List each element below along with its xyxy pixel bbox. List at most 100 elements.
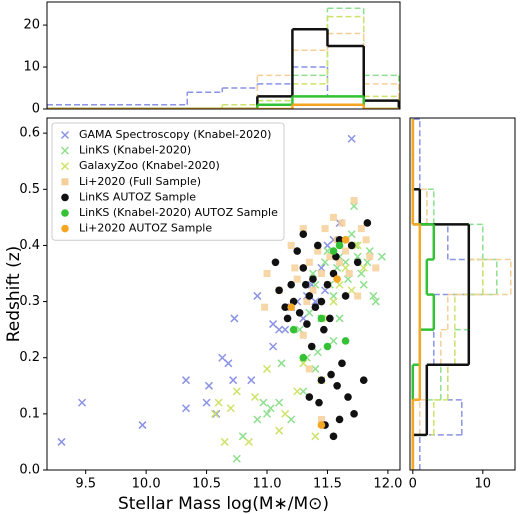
point: [354, 292, 362, 300]
point: [287, 241, 295, 249]
point: [335, 241, 344, 250]
legend-box: [51, 122, 285, 241]
point: [307, 342, 316, 351]
point: [329, 297, 338, 306]
x-axis-label: Stellar Mass log(M∗/M⊙): [118, 494, 329, 514]
point: [57, 437, 66, 446]
point: [314, 247, 322, 255]
point: [323, 280, 332, 289]
point: [181, 376, 191, 385]
point: [303, 298, 311, 306]
y-tick-label: 0.6: [19, 126, 40, 141]
point: [335, 236, 344, 244]
point: [211, 409, 220, 418]
point: [309, 275, 317, 283]
point: [329, 247, 338, 255]
legend-label: GAMA Spectroscopy (Knabel-2020): [79, 128, 271, 141]
point: [359, 263, 368, 272]
point: [333, 381, 341, 390]
point: [350, 197, 358, 205]
point: [262, 409, 272, 418]
point: [291, 264, 299, 272]
point: [305, 308, 314, 317]
point: [341, 236, 350, 244]
point: [230, 314, 239, 323]
point: [333, 275, 341, 283]
point: [269, 320, 278, 329]
point: [327, 370, 335, 379]
point: [330, 213, 338, 221]
point: [275, 426, 284, 435]
point: [305, 393, 314, 401]
x-tick-label: 12.0: [373, 477, 402, 492]
point: [303, 320, 311, 328]
point: [269, 342, 278, 351]
legend-label: Li+2020 (Full Sample): [79, 175, 201, 188]
point: [372, 264, 380, 272]
point: [321, 225, 329, 233]
y-tick-label: 0.2: [19, 350, 40, 365]
point: [311, 303, 320, 311]
point: [287, 303, 295, 311]
histograms: [411, 118, 512, 470]
legend-marker: [61, 209, 69, 217]
legend-label: Li+2020 AUTOZ Sample: [79, 222, 212, 235]
point: [281, 409, 290, 418]
point: [371, 297, 380, 306]
legend-label: LinKS AUTOZ Sample: [79, 190, 196, 203]
point: [299, 359, 308, 368]
point: [320, 325, 328, 334]
point: [202, 398, 211, 407]
point: [262, 364, 272, 373]
point: [377, 252, 386, 261]
point: [341, 337, 350, 345]
point: [281, 303, 289, 311]
x-tick-label: 9.5: [75, 477, 96, 492]
x-tick-label: 10.5: [192, 477, 221, 492]
point: [347, 230, 356, 239]
legend-marker: [61, 193, 69, 202]
point: [353, 241, 362, 250]
point: [309, 286, 317, 294]
point: [335, 314, 344, 323]
point: [329, 336, 338, 345]
point: [271, 258, 280, 267]
legend-label: LinKS (Knabel-2020) AUTOZ Sample: [79, 206, 278, 219]
y-tick-label: 0.5: [19, 182, 40, 197]
point: [347, 134, 356, 143]
point: [78, 398, 87, 407]
point: [275, 286, 283, 295]
point: [295, 309, 304, 317]
point: [329, 269, 338, 278]
point: [338, 219, 346, 227]
legend-marker: [60, 162, 70, 171]
point: [253, 291, 262, 300]
point: [220, 437, 229, 446]
legend-marker: [60, 146, 70, 155]
frame: [46, 117, 401, 471]
point: [299, 331, 307, 339]
point: [224, 359, 233, 368]
y-tick-label: 0.4: [19, 238, 40, 253]
point: [311, 364, 320, 373]
point: [299, 353, 308, 362]
point: [357, 225, 365, 233]
point: [299, 225, 307, 233]
point: [212, 409, 221, 418]
point: [293, 275, 301, 283]
legend-label: GalaxyZoo (Knabel-2020): [79, 159, 220, 172]
point: [266, 404, 275, 413]
legend-marker: [60, 130, 70, 140]
point: [289, 325, 298, 334]
point: [263, 270, 271, 278]
point: [338, 359, 346, 368]
legend-label: LinKS (Knabel-2020): [79, 144, 191, 157]
point: [353, 252, 362, 261]
point: [359, 280, 368, 289]
point: [232, 387, 241, 396]
point: [293, 387, 302, 396]
x-tick-label: 10.0: [132, 477, 161, 492]
y-tick-label: 10: [23, 60, 40, 75]
legend: GAMA Spectroscopy (Knabel-2020) LinKS (Kn…: [51, 122, 285, 241]
